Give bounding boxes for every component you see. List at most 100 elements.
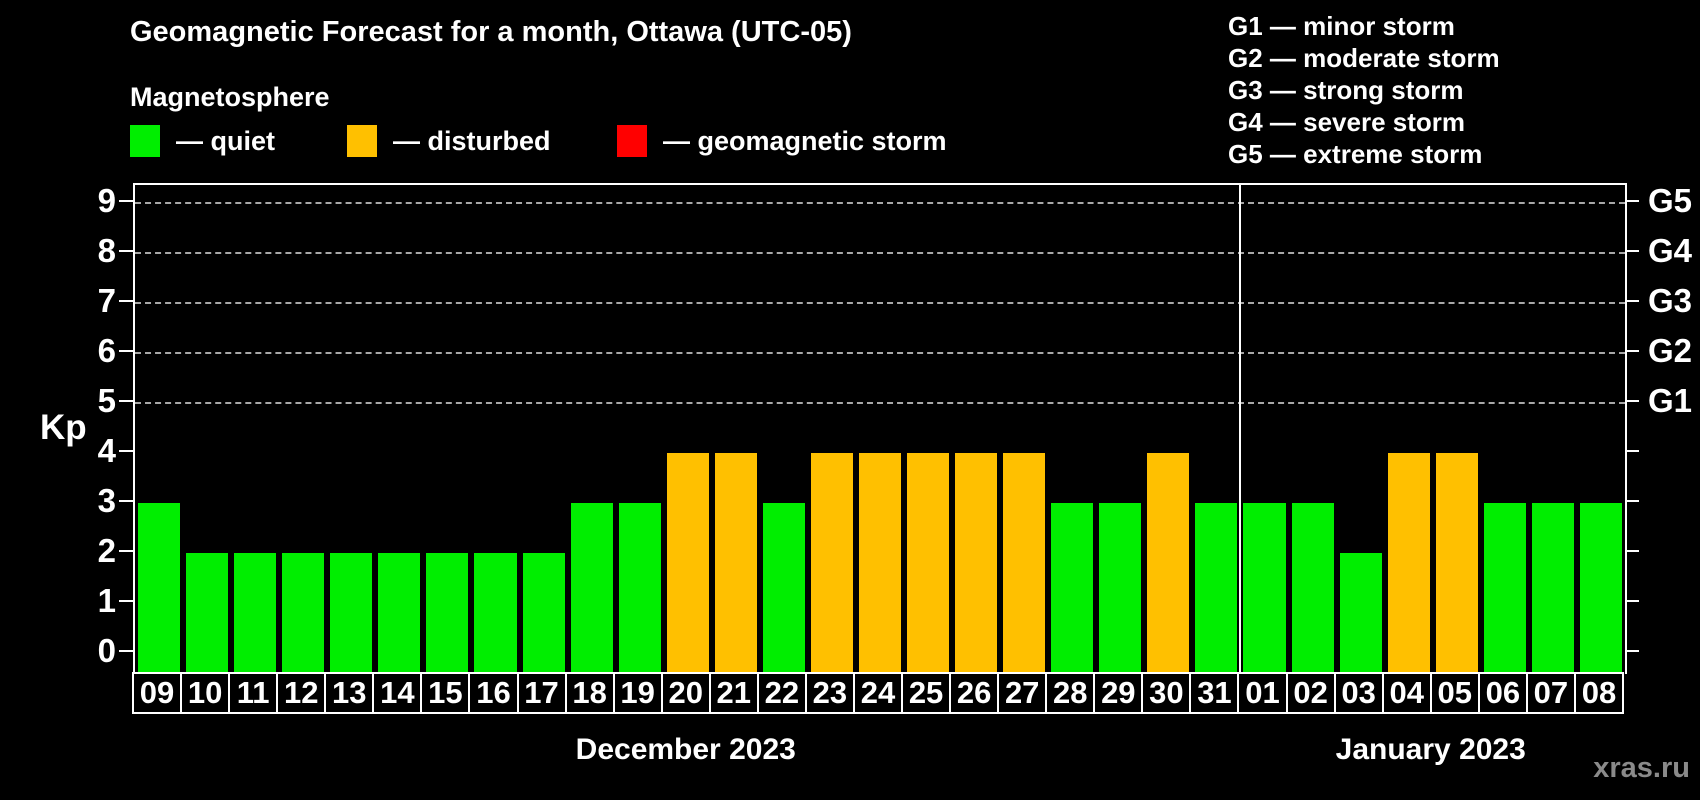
kp-bar-day-03 [1339, 553, 1382, 674]
kp-bar-day-01 [1243, 503, 1286, 674]
left-axis-tick-4 [119, 450, 133, 452]
watermark: xras.ru [1593, 752, 1690, 784]
gridline-kp5 [135, 402, 1625, 404]
kp-bar-day-13 [330, 553, 373, 674]
kp-bar-day-04 [1387, 453, 1430, 674]
g2-legend-line: G2 — moderate storm [1228, 43, 1500, 73]
day-label-23: 23 [804, 672, 855, 714]
kp-bar-day-08 [1579, 503, 1622, 674]
kp-tick-label-9: 9 [97, 182, 116, 219]
g4-legend-line: G4 — severe storm [1228, 107, 1466, 137]
day-label-07: 07 [1525, 672, 1576, 714]
left-axis-tick-1 [119, 600, 133, 602]
gridline-kp8 [135, 252, 1625, 254]
g3-legend-line: G3 — strong storm [1228, 75, 1464, 105]
day-label-12: 12 [276, 672, 327, 714]
magnetosphere-label: Magnetosphere [130, 82, 330, 112]
kp-bar-day-10 [186, 553, 229, 674]
kp-bar-day-22 [762, 503, 805, 674]
kp-bar-day-16 [474, 553, 517, 674]
kp-bar-day-21 [714, 453, 757, 674]
kp-tick-label-1: 1 [97, 582, 116, 619]
kp-tick-label-6: 6 [97, 332, 116, 369]
right-axis-tick-5 [1625, 400, 1639, 402]
storm-color-swatch [617, 125, 647, 157]
g-axis-label-G3: G3 [1648, 282, 1693, 319]
day-label-14: 14 [372, 672, 423, 714]
plot-area [133, 183, 1627, 674]
day-label-20: 20 [660, 672, 711, 714]
kp-bar-day-27 [1003, 453, 1046, 674]
legend-storm-label: — geomagnetic storm [663, 125, 947, 156]
left-axis-tick-3 [119, 500, 133, 502]
legend-item-disturbed: — disturbed [347, 124, 551, 158]
kp-tick-label-5: 5 [97, 382, 116, 419]
legend-disturbed-label: — disturbed [393, 125, 551, 156]
day-label-06: 06 [1477, 672, 1528, 714]
right-axis-tick-1 [1625, 600, 1639, 602]
right-axis-tick-9 [1625, 200, 1639, 202]
g-axis-label-G2: G2 [1648, 332, 1693, 369]
kp-tick-label-0: 0 [97, 632, 116, 669]
legend-quiet-label: — quiet [176, 125, 275, 156]
day-label-04: 04 [1381, 672, 1432, 714]
day-label-16: 16 [468, 672, 519, 714]
g5-legend-line: G5 — extreme storm [1228, 139, 1483, 169]
gridline-kp7 [135, 302, 1625, 304]
kp-tick-label-8: 8 [97, 232, 116, 269]
g1-legend-line: G1 — minor storm [1228, 11, 1455, 41]
right-axis-tick-7 [1625, 300, 1639, 302]
left-axis-tick-7 [119, 300, 133, 302]
quiet-color-swatch [130, 125, 160, 157]
right-axis-tick-8 [1625, 250, 1639, 252]
day-label-29: 29 [1093, 672, 1144, 714]
g-axis-label-G1: G1 [1648, 382, 1693, 419]
kp-bar-day-17 [522, 553, 565, 674]
page-title: Geomagnetic Forecast for a month, Ottawa… [130, 16, 852, 48]
kp-bar-day-11 [234, 553, 277, 674]
g-scale-legend: G1 — minor storm G2 — moderate storm G3 … [1228, 10, 1500, 170]
disturbed-color-swatch [347, 125, 377, 157]
kp-tick-label-2: 2 [97, 532, 116, 569]
day-label-24: 24 [852, 672, 904, 714]
g-axis-label-G4: G4 [1648, 232, 1693, 269]
month-separator-line [1239, 185, 1242, 674]
kp-bar-day-30 [1147, 453, 1190, 674]
kp-bar-day-28 [1051, 503, 1094, 674]
day-label-08: 08 [1573, 672, 1624, 714]
day-label-02: 02 [1285, 672, 1336, 714]
kp-axis-label: Kp [40, 408, 87, 447]
month-label: December 2023 [575, 733, 796, 766]
left-axis-tick-9 [119, 200, 133, 202]
day-label-19: 19 [612, 672, 663, 714]
day-label-17: 17 [516, 672, 567, 714]
kp-bar-day-23 [810, 453, 853, 674]
kp-bar-day-31 [1195, 503, 1238, 674]
left-axis-tick-8 [119, 250, 133, 252]
day-label-28: 28 [1045, 672, 1096, 714]
right-axis-tick-3 [1625, 500, 1639, 502]
kp-bar-day-19 [618, 503, 661, 674]
left-axis-tick-2 [119, 550, 133, 552]
left-axis-tick-6 [119, 350, 133, 352]
day-label-25: 25 [901, 672, 952, 714]
kp-bar-day-05 [1435, 453, 1478, 674]
day-label-11: 11 [228, 672, 279, 714]
day-label-21: 21 [708, 672, 759, 714]
left-axis-tick-5 [119, 400, 133, 402]
month-label: January 2023 [1335, 733, 1526, 766]
day-label-03: 03 [1333, 672, 1384, 714]
kp-bar-day-18 [570, 503, 613, 674]
day-label-01: 01 [1237, 672, 1288, 714]
kp-tick-label-4: 4 [97, 432, 116, 469]
kp-bar-day-29 [1099, 503, 1142, 674]
gridline-kp9 [135, 202, 1625, 204]
day-label-15: 15 [420, 672, 471, 714]
right-axis-tick-2 [1625, 550, 1639, 552]
kp-tick-label-3: 3 [97, 482, 116, 519]
kp-bar-day-24 [858, 453, 902, 674]
kp-bar-day-09 [138, 503, 181, 674]
kp-bar-day-25 [907, 453, 950, 674]
right-axis-tick-0 [1625, 650, 1639, 652]
